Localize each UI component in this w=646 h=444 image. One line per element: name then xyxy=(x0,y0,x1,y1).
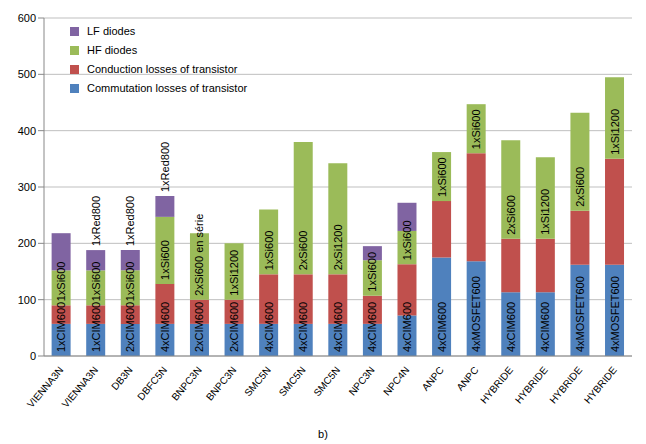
svg-text:4xCIM600: 4xCIM600 xyxy=(159,302,171,352)
svg-text:SMC5N: SMC5N xyxy=(242,364,273,398)
svg-text:400: 400 xyxy=(18,125,36,137)
svg-text:600: 600 xyxy=(18,12,36,24)
svg-text:ANPC: ANPC xyxy=(454,364,480,392)
svg-text:ANPC: ANPC xyxy=(420,364,446,392)
svg-text:4xCIM600: 4xCIM600 xyxy=(436,302,448,352)
svg-text:1xSi600: 1xSi600 xyxy=(366,252,378,292)
svg-text:4xMOSFET600: 4xMOSFET600 xyxy=(574,276,586,352)
svg-text:2xSi600: 2xSi600 xyxy=(297,231,309,271)
svg-text:BNPC3N: BNPC3N xyxy=(169,364,204,402)
svg-text:4xCIM600: 4xCIM600 xyxy=(332,302,344,352)
svg-text:2xSi1200: 2xSi1200 xyxy=(332,224,344,270)
svg-text:2xSi600: 2xSi600 xyxy=(505,195,517,235)
svg-text:HYBRIDE: HYBRIDE xyxy=(547,364,584,405)
svg-text:2xSi600: 2xSi600 xyxy=(574,167,586,207)
svg-text:NPC3N: NPC3N xyxy=(347,364,377,397)
svg-text:VIENNA3N: VIENNA3N xyxy=(24,364,66,410)
svg-text:4xCIM600: 4xCIM600 xyxy=(263,302,275,352)
svg-text:1xRed800: 1xRed800 xyxy=(159,142,171,192)
svg-text:4xCIM600: 4xCIM600 xyxy=(297,302,309,352)
html-text:LF diodes: LF diodes xyxy=(87,25,136,37)
html-text:Conduction losses of transisto: Conduction losses of transistor xyxy=(87,63,238,75)
svg-text:1xCIM600: 1xCIM600 xyxy=(90,302,102,352)
svg-text:HYBRIDE: HYBRIDE xyxy=(582,364,619,405)
svg-text:2xCIM600: 2xCIM600 xyxy=(228,302,240,352)
svg-text:HYBRIDE: HYBRIDE xyxy=(513,364,550,405)
svg-text:DBFC5N: DBFC5N xyxy=(135,364,169,402)
html-text:b): b) xyxy=(318,428,328,440)
svg-text:4xCIM600: 4xCIM600 xyxy=(539,302,551,352)
svg-text:DB3N: DB3N xyxy=(109,364,135,392)
svg-text:1xSi1200: 1xSi1200 xyxy=(609,109,621,155)
svg-text:1xSi600: 1xSi600 xyxy=(124,262,136,302)
svg-text:2xCIM600: 2xCIM600 xyxy=(193,302,205,352)
svg-text:0: 0 xyxy=(30,350,36,362)
svg-text:1xSi1200: 1xSi1200 xyxy=(228,250,240,296)
svg-text:200: 200 xyxy=(18,237,36,249)
svg-text:1xSi600: 1xSi600 xyxy=(159,240,171,280)
svg-text:1xRed800: 1xRed800 xyxy=(90,196,102,246)
svg-text:1xSi600: 1xSi600 xyxy=(90,262,102,302)
html-text:Commutation losses of transist: Commutation losses of transistor xyxy=(87,82,248,94)
svg-text:4xMOSFET600: 4xMOSFET600 xyxy=(470,276,482,352)
svg-text:4xCIM600: 4xCIM600 xyxy=(401,302,413,352)
svg-text:VIENNA3N: VIENNA3N xyxy=(60,364,101,409)
svg-text:100: 100 xyxy=(18,294,36,306)
svg-text:2xCIM600: 2xCIM600 xyxy=(124,302,136,352)
svg-text:1xSi1200: 1xSi1200 xyxy=(539,189,551,235)
svg-text:4xMOSFET600: 4xMOSFET600 xyxy=(609,276,621,352)
svg-text:SMC5N: SMC5N xyxy=(311,364,342,398)
svg-text:HYBRIDE: HYBRIDE xyxy=(478,364,515,405)
svg-text:1xCIM600: 1xCIM600 xyxy=(55,302,67,352)
svg-text:1xSi600: 1xSi600 xyxy=(401,220,413,260)
svg-text:1xSi600: 1xSi600 xyxy=(470,109,482,149)
html-text:HF diodes: HF diodes xyxy=(87,44,138,56)
svg-text:1xSi600: 1xSi600 xyxy=(55,262,67,302)
svg-text:1xSi600: 1xSi600 xyxy=(263,231,275,271)
svg-text:4xCIM600: 4xCIM600 xyxy=(505,302,517,352)
svg-text:4xCIM600: 4xCIM600 xyxy=(366,302,378,352)
svg-text:2xSi600 en série: 2xSi600 en série xyxy=(193,214,205,296)
svg-text:NPC4N: NPC4N xyxy=(381,364,411,397)
svg-text:1xSi600: 1xSi600 xyxy=(436,157,448,197)
svg-text:300: 300 xyxy=(18,181,36,193)
svg-text:1xRed800: 1xRed800 xyxy=(124,196,136,246)
svg-text:SMC5N: SMC5N xyxy=(277,364,308,398)
svg-text:BNPC3N: BNPC3N xyxy=(204,364,239,402)
svg-text:500: 500 xyxy=(18,68,36,80)
